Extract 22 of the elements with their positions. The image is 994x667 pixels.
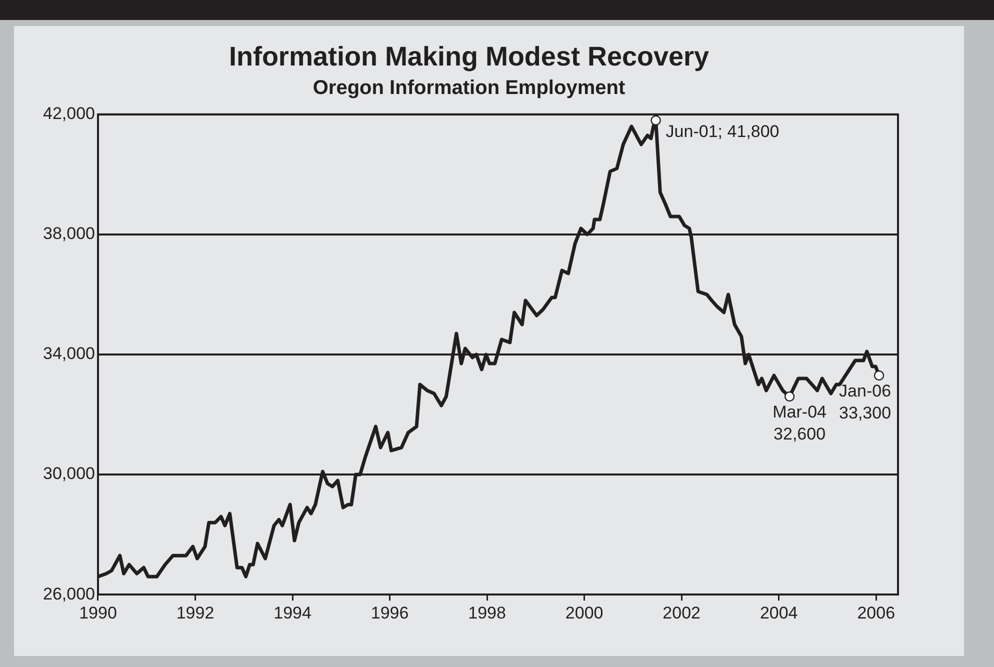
point (650, 115, 661, 126)
x-tick-label: 2002 (662, 603, 700, 622)
x-tick-label: 1996 (370, 603, 409, 622)
annotation: Mar-04 32,600 (772, 402, 826, 444)
chart-subtitle: Oregon Information Employment (312, 76, 626, 99)
annotation: Jun-01; 41,800 (666, 122, 780, 142)
annotation: Jan-06 33,300 (839, 382, 892, 423)
y-tick-label: 34,000 (42, 344, 95, 364)
x-tick-label: 1998 (468, 603, 506, 622)
y-tick-label: 42,000 (42, 104, 95, 124)
y-tick-label: 30,000 (42, 464, 95, 484)
x-tick-label: 2004 (760, 603, 798, 622)
x-tick-label: 2006 (857, 603, 896, 622)
point (874, 370, 884, 381)
chart-title: Information Making Modest Recovery (228, 42, 710, 72)
x-tick-label: 2000 (565, 603, 604, 622)
x-tick-label: 1994 (274, 603, 312, 622)
point (784, 391, 795, 402)
y-tick-label: 38,000 (42, 224, 95, 244)
x-tick-label: 1990 (79, 603, 117, 622)
x-tick-label: 1992 (176, 603, 214, 622)
y-tick-label: 26,000 (42, 584, 95, 604)
